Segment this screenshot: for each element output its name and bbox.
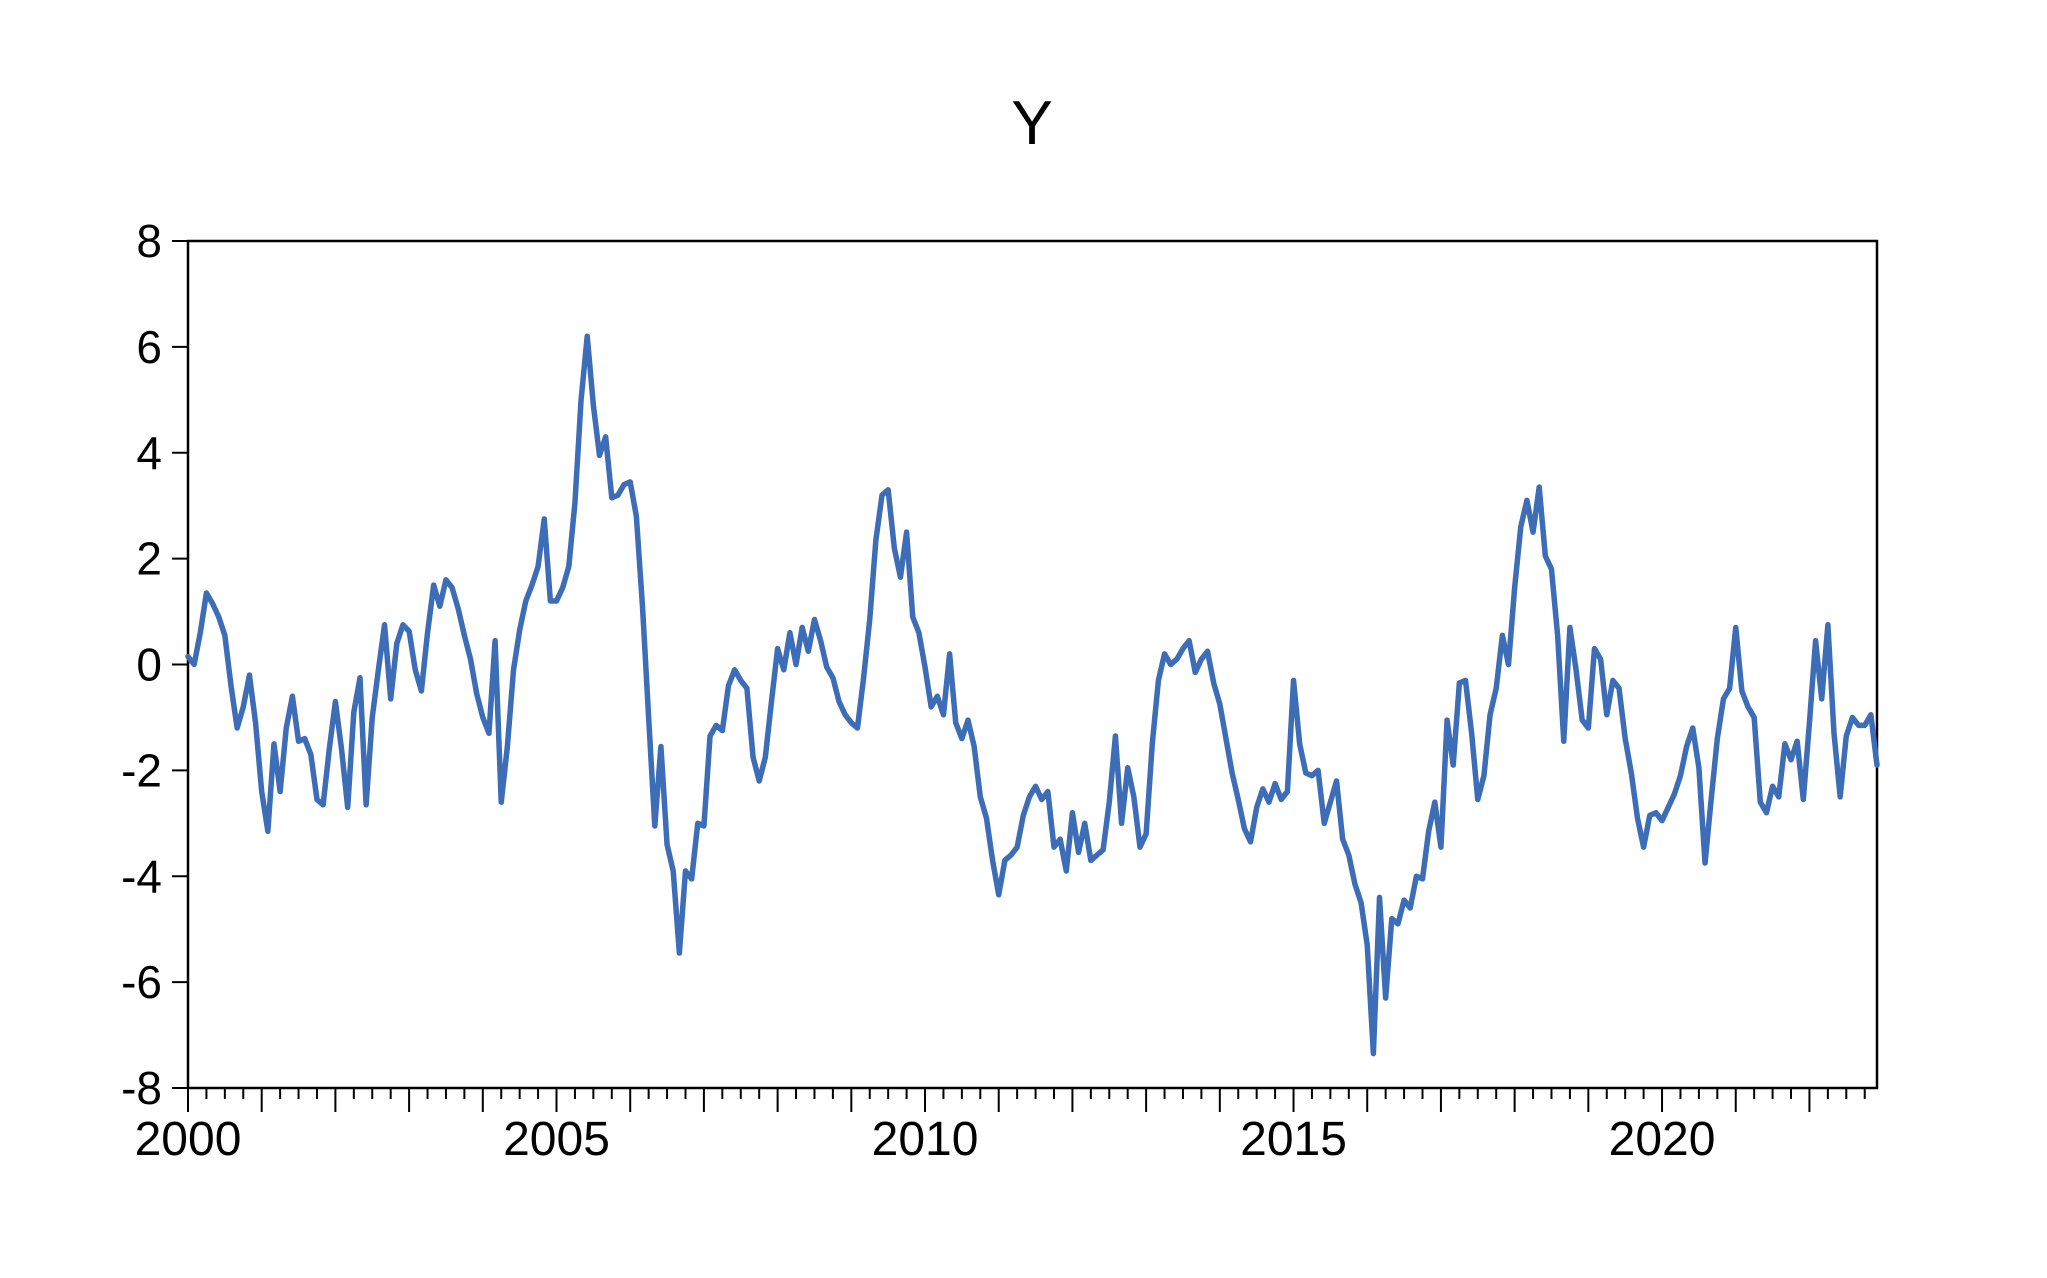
series-line-y [185, 333, 1880, 1057]
y-axis-tick-label: -6 [121, 956, 162, 1008]
x-axis-tick-label: 2020 [1609, 1113, 1716, 1166]
x-axis-tick-label: 2005 [503, 1113, 610, 1166]
y-axis-tick-label: -4 [121, 850, 162, 902]
x-axis-tick-label: 2015 [1240, 1113, 1347, 1166]
chart-title: Y [1011, 89, 1054, 158]
y-axis-tick-label: -2 [121, 744, 162, 796]
x-axis-tick-label: 2000 [135, 1113, 242, 1166]
y-axis-tick-label: 8 [136, 215, 162, 267]
y-axis-tick-label: 4 [136, 427, 162, 479]
y-axis-tick-label: -8 [121, 1062, 162, 1114]
y-axis-tick-label: 0 [136, 639, 162, 691]
y-axis-tick-label: 2 [136, 533, 162, 585]
plot-border [186, 239, 1879, 1090]
y-axis-tick-label: 6 [136, 321, 162, 373]
x-axis-tick-label: 2010 [872, 1113, 979, 1166]
